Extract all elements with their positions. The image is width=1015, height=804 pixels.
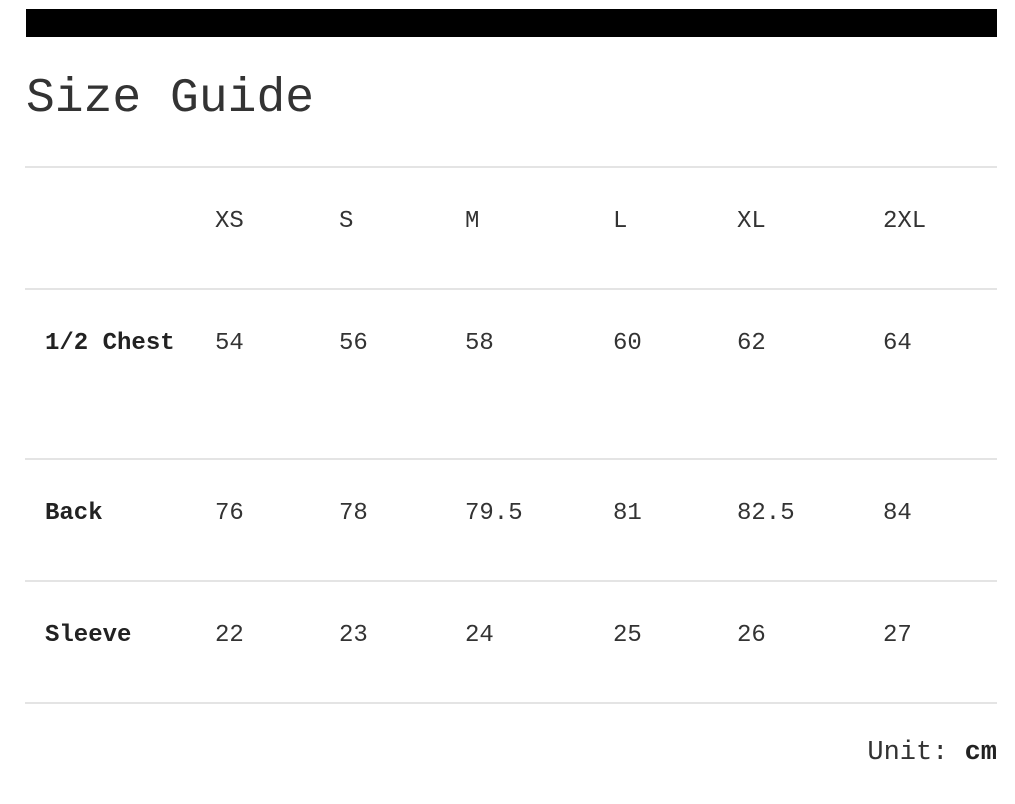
size-header: L xyxy=(613,208,628,235)
table-row: Sleeve 22 23 24 25 26 27 xyxy=(25,581,997,703)
cell: 24 xyxy=(465,622,494,649)
cell: 23 xyxy=(339,622,368,649)
cell: 54 xyxy=(215,330,244,357)
row-label: 1/2 Chest xyxy=(45,330,175,357)
cell: 22 xyxy=(215,622,244,649)
size-header: 2XL xyxy=(883,208,927,235)
page-title: Size Guide xyxy=(26,72,315,126)
unit-note: Unit: cm xyxy=(867,738,997,768)
cell: 64 xyxy=(883,330,912,357)
header-row: XS S M L XL 2XL xyxy=(25,167,997,289)
cell: 56 xyxy=(339,330,368,357)
table-row: 1/2 Chest 54 56 58 60 62 64 xyxy=(25,289,997,459)
cell: 25 xyxy=(613,622,642,649)
size-header: XL xyxy=(737,208,766,235)
top-bar xyxy=(26,9,997,37)
cell: 82.5 xyxy=(737,500,795,527)
row-label: Back xyxy=(45,500,103,527)
cell: 78 xyxy=(339,500,368,527)
cell: 60 xyxy=(613,330,642,357)
size-table: XS S M L XL 2XL 1/2 Chest 54 56 58 60 62… xyxy=(25,166,997,704)
cell: 76 xyxy=(215,500,244,527)
cell: 62 xyxy=(737,330,766,357)
size-header: XS xyxy=(215,208,244,235)
table-row: Back 76 78 79.5 81 82.5 84 xyxy=(25,459,997,581)
cell: 26 xyxy=(737,622,766,649)
cell: 27 xyxy=(883,622,912,649)
cell: 84 xyxy=(883,500,912,527)
size-header: S xyxy=(339,208,354,235)
cell: 58 xyxy=(465,330,494,357)
unit-value: cm xyxy=(964,738,997,768)
size-header: M xyxy=(465,208,480,235)
cell: 81 xyxy=(613,500,642,527)
cell: 79.5 xyxy=(465,500,523,527)
row-label: Sleeve xyxy=(45,622,132,649)
